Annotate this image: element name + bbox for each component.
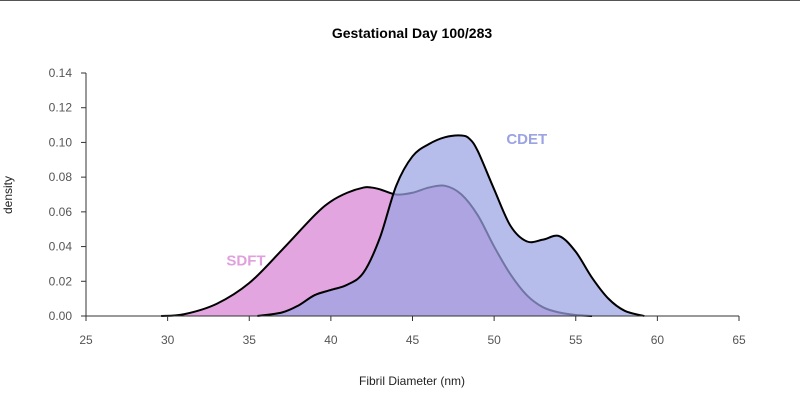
x-tick-label: 55 bbox=[569, 333, 583, 347]
x-tick-label: 65 bbox=[732, 333, 746, 347]
chart-title: Gestational Day 100/283 bbox=[332, 25, 493, 41]
x-tick-label: 50 bbox=[487, 333, 501, 347]
sdft-series-label: SDFT bbox=[226, 253, 265, 270]
x-tick-label: 40 bbox=[324, 333, 338, 347]
x-tick-label: 35 bbox=[243, 333, 257, 347]
x-tick-label: 45 bbox=[406, 333, 420, 347]
axis-layer: 0.00 0.02 0.04 0.06 0.08 0.10 0.12 0.14 25 30 35 40… bbox=[49, 66, 746, 347]
y-tick-label: 0.02 bbox=[49, 274, 73, 288]
x-tick-label: 30 bbox=[161, 333, 175, 347]
y-tick-label: 0.00 bbox=[49, 309, 73, 323]
cdet-area bbox=[257, 135, 645, 316]
series-layer: SDFT CDET bbox=[161, 131, 645, 317]
y-tick-label: 0.10 bbox=[49, 135, 73, 149]
x-axis-label: Fibril Diameter (nm) bbox=[359, 374, 465, 388]
y-tick-label: 0.06 bbox=[49, 205, 73, 219]
x-tick-label: 60 bbox=[651, 333, 665, 347]
y-axis-label: density bbox=[1, 176, 15, 214]
cdet-line bbox=[257, 134, 645, 317]
x-tick-label: 25 bbox=[79, 333, 93, 347]
y-tick-label: 0.08 bbox=[49, 170, 73, 184]
y-tick-label: 0.12 bbox=[49, 101, 73, 115]
cdet-series-label: CDET bbox=[506, 131, 547, 148]
y-tick-label: 0.14 bbox=[49, 66, 73, 80]
y-tick-label: 0.04 bbox=[49, 240, 73, 254]
